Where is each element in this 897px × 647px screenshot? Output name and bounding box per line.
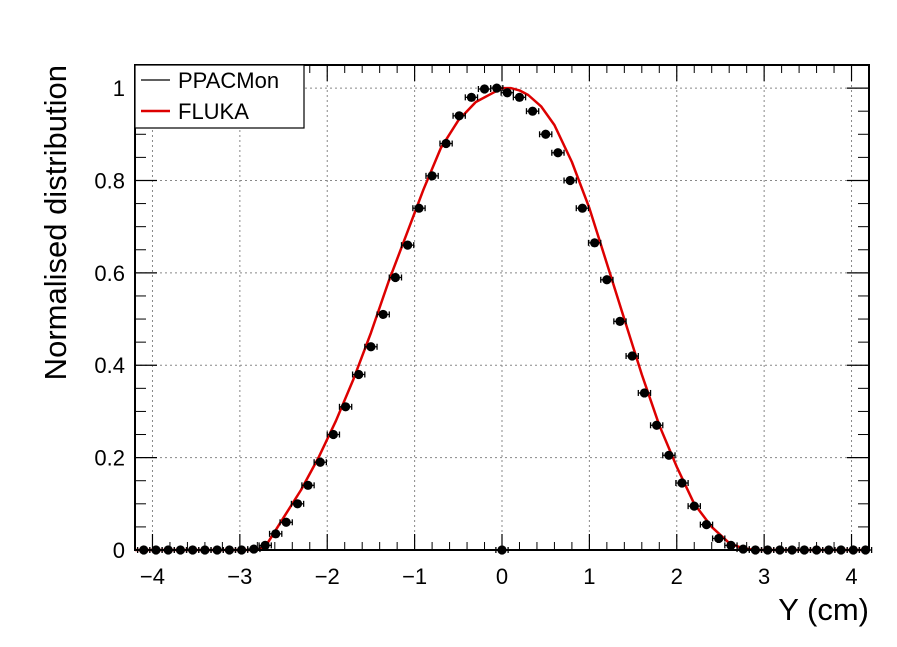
legend-label-fluka: FLUKA — [178, 99, 249, 124]
ppacmon-point-24 — [425, 171, 439, 181]
y-axis-label: Normalised distribution — [38, 65, 73, 380]
legend-box — [134, 64, 305, 129]
ppacmon-points-layer — [136, 83, 873, 555]
axis-ticks — [134, 64, 870, 551]
ppacmon-point-17 — [338, 402, 353, 412]
x-tick-label-2: −2 — [315, 564, 340, 589]
legend-label-ppacmon: PPACMon — [178, 68, 279, 93]
ppacmon-point-15 — [313, 457, 328, 467]
ppacmon-point-12 — [279, 517, 293, 527]
y-tick-label-5: 1 — [113, 76, 125, 101]
grid — [135, 65, 869, 551]
ppacmon-point-11 — [268, 529, 283, 539]
y-tick-label-4: 0.8 — [94, 168, 125, 193]
ppacmon-point-29 — [489, 83, 504, 93]
ppacmon-point-16 — [326, 429, 341, 440]
ppacmon-point-41 — [637, 388, 652, 398]
tick-labels: −4 −3 −2 −1 0 1 2 3 4 0 0.2 0.4 0.6 0.8 1 — [94, 76, 857, 589]
ppacmon-point-31 — [512, 92, 527, 102]
x-tick-label-7: 3 — [758, 564, 770, 589]
ppacmon-point-47 — [711, 533, 726, 544]
ppacmon-point-20 — [376, 309, 390, 320]
ppacmon-point-44 — [675, 478, 689, 488]
x-tick-label-8: 4 — [845, 564, 857, 589]
ppacmon-point-22 — [400, 240, 415, 250]
x-tick-label-0: −4 — [140, 564, 165, 589]
ppacmon-point-38 — [600, 275, 614, 285]
ppacmon-point-13 — [290, 499, 305, 509]
ppacmon-point-10 — [258, 540, 272, 550]
y-tick-label-3: 0.6 — [94, 261, 125, 286]
x-tick-label-6: 2 — [671, 564, 683, 589]
y-tick-label-1: 0.2 — [94, 446, 125, 471]
ppacmon-point-27 — [464, 92, 479, 102]
ppacmon-point-40 — [625, 351, 639, 361]
plot-frame — [134, 64, 870, 551]
ppacmon-point-35 — [563, 175, 577, 186]
ppacmon-point-26 — [452, 111, 466, 121]
ppacmon-point-39 — [613, 316, 627, 326]
ppacmon-point-46 — [699, 519, 714, 530]
ppacmon-point-25 — [439, 138, 453, 149]
ppacmon-point-28 — [477, 84, 492, 94]
x-axis-label: Y (cm) — [778, 592, 869, 627]
x-tick-label-4: 0 — [496, 564, 508, 589]
x-tick-label-1: −3 — [227, 564, 252, 589]
ppacmon-point-45 — [687, 501, 702, 511]
ppacmon-point-32 — [525, 106, 540, 116]
legend: PPACMon FLUKA — [134, 64, 305, 129]
ppacmon-point-18 — [351, 369, 366, 380]
ppacmon-point-43 — [662, 450, 676, 460]
ppacmon-point-14 — [301, 480, 315, 490]
ppacmon-point-36 — [575, 203, 590, 213]
x-tick-label-3: −1 — [402, 564, 427, 589]
ppacmon-point-34 — [551, 148, 565, 158]
ppacmon-point-42 — [649, 420, 664, 430]
ppacmon-point-23 — [412, 203, 426, 213]
ppacmon-point-33 — [538, 129, 553, 139]
ppacmon-point-21 — [388, 272, 403, 283]
x-tick-label-5: 1 — [583, 564, 595, 589]
y-tick-label-2: 0.4 — [94, 353, 125, 378]
ppacmon-point-19 — [364, 342, 378, 352]
ppacmon-point-37 — [587, 238, 602, 248]
y-tick-label-0: 0 — [113, 538, 125, 563]
